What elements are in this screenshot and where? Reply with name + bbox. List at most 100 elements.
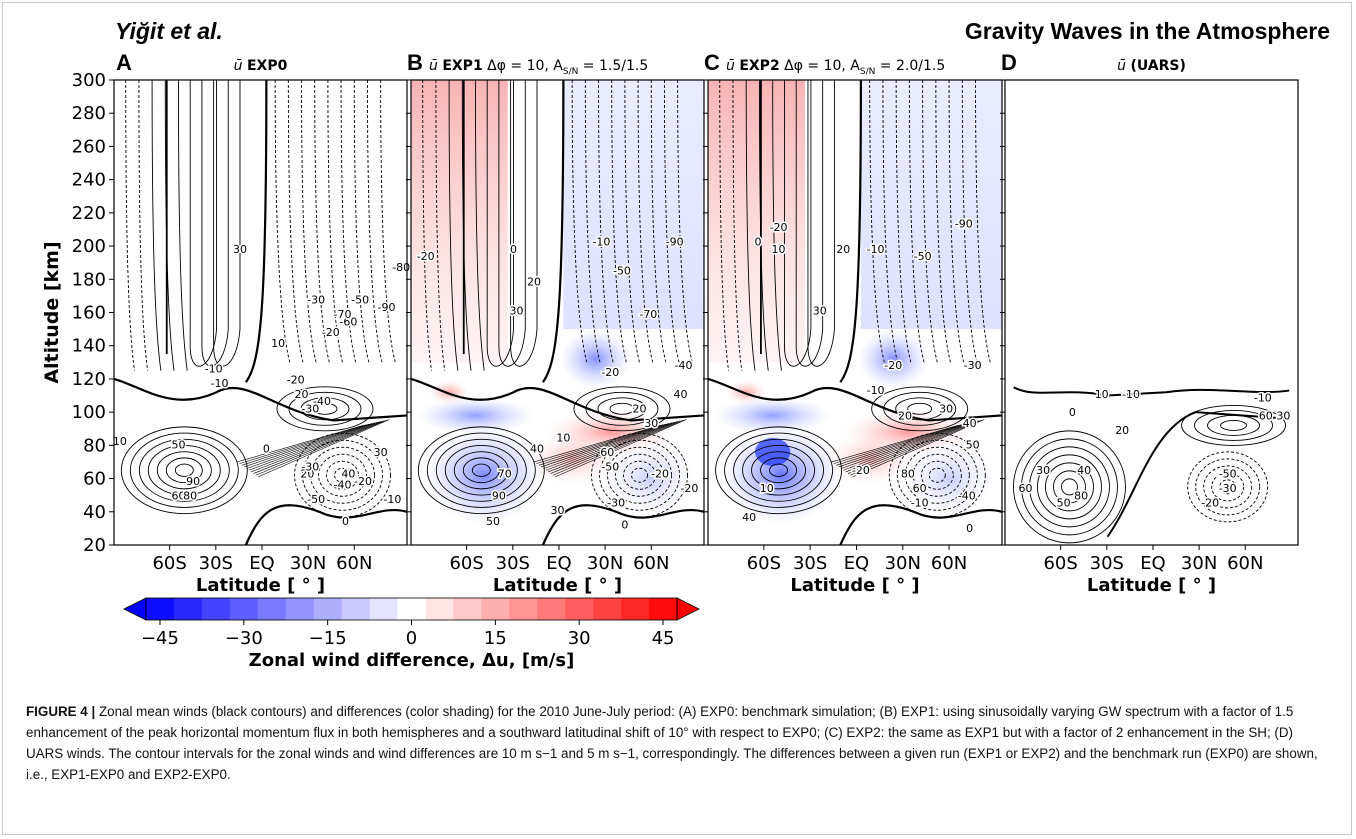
- contour-line: [274, 79, 291, 363]
- contour-line: [1194, 409, 1273, 441]
- contour-line: [961, 79, 978, 363]
- y-tick-label: 240: [72, 170, 106, 191]
- contour-line: [833, 424, 961, 464]
- negative-shading: [722, 427, 841, 524]
- positive-shading: [725, 380, 767, 405]
- contour-label: -70: [639, 308, 657, 321]
- contour-label: -10: [210, 377, 228, 390]
- contour-label: 10: [113, 435, 127, 448]
- contour-line: [251, 421, 381, 473]
- contour-line: [836, 423, 964, 466]
- contour-line: [147, 445, 221, 496]
- contour-label: -20: [852, 464, 870, 477]
- contour-line: [1219, 479, 1237, 495]
- contour-line: [444, 445, 518, 496]
- contour-line: [422, 79, 432, 371]
- x-axis-label: Latitude [ ° ]: [1087, 575, 1216, 596]
- contour-label: -10: [911, 497, 929, 510]
- colorbar-tick-label: −15: [309, 628, 347, 649]
- contour-line: [248, 421, 378, 471]
- contour-line: [366, 79, 383, 363]
- contour-label: 20: [527, 275, 541, 288]
- colorbar-segment: [369, 598, 399, 620]
- colorbar-tick-label: −30: [225, 628, 263, 649]
- contour-line: [353, 79, 370, 363]
- x-tick-label: EQ: [546, 553, 572, 574]
- colorbar-segment: [621, 598, 650, 620]
- colorbar-segment: [593, 598, 622, 620]
- contour-lines: [1013, 386, 1290, 544]
- contour-label: 20: [300, 468, 314, 481]
- contour-line: [326, 460, 359, 490]
- contour-line: [540, 423, 669, 468]
- contour-line: [253, 420, 384, 474]
- x-axis-label: Latitude [ ° ]: [493, 575, 622, 596]
- contour-label: 90: [186, 475, 200, 488]
- colorbar-tick-label: −45: [141, 628, 179, 649]
- contour-label: -30: [1219, 482, 1237, 495]
- contour-label: -30: [307, 294, 325, 307]
- contour-line: [510, 80, 538, 367]
- contour-line: [912, 453, 962, 497]
- contour-line: [536, 424, 664, 464]
- contour-line: [475, 79, 485, 371]
- contour-label: 50: [966, 439, 980, 452]
- colorbar-max-arrow: [676, 597, 700, 621]
- contour-label: 80: [183, 489, 197, 502]
- contour-line: [1211, 472, 1245, 502]
- contour-label: 30: [233, 243, 247, 256]
- contour-label: 10: [760, 482, 774, 495]
- contour-line: [935, 79, 951, 363]
- contour-label: -20: [601, 366, 619, 379]
- contour-line: [751, 451, 807, 490]
- contour-line: [1029, 446, 1110, 528]
- contour-label: -20: [680, 482, 698, 495]
- contour-label: 40: [530, 442, 544, 455]
- header-journal-title: Gravity Waves in the Atmosphere: [964, 18, 1330, 44]
- contour-line: [138, 79, 149, 371]
- contour-line: [584, 79, 601, 363]
- x-tick-label: 60S: [1043, 553, 1077, 574]
- contour-line: [637, 79, 654, 363]
- y-tick-label: 200: [72, 236, 106, 257]
- contour-label: -50: [351, 294, 369, 307]
- panel-title: ū EXP1 Δφ = 10, AS/N = 1.5/1.5: [429, 58, 648, 77]
- zero-contour: [113, 377, 408, 422]
- x-tick-label: 30S: [496, 553, 530, 574]
- contour-line: [314, 79, 330, 363]
- contour-line: [1045, 462, 1094, 512]
- contour-line: [178, 79, 188, 371]
- contour-label: -60: [339, 315, 357, 328]
- panel-title: ū EXP2 Δφ = 10, AS/N = 2.0/1.5: [726, 58, 945, 77]
- contour-line: [928, 467, 946, 483]
- contour-label: 40: [341, 468, 355, 481]
- caption-label: FIGURE 4 |: [26, 704, 96, 719]
- contour-label: 40: [1077, 464, 1091, 477]
- contour-label: 30: [1036, 464, 1050, 477]
- contour-line: [555, 419, 687, 478]
- contour-line: [327, 79, 343, 363]
- positive-shading: [428, 380, 470, 405]
- contour-line: [201, 80, 229, 367]
- panel-letter: A: [116, 50, 132, 75]
- colorbar: −45 −30 −15 0 15 30 45 Zonal wind difference, Δ…: [123, 597, 700, 671]
- contour-line: [246, 422, 375, 469]
- contour-label: -40: [675, 359, 693, 372]
- contour-line: [663, 79, 680, 363]
- x-axis-label: Latitude [ ° ]: [196, 575, 325, 596]
- panel-title: ū (UARS): [1117, 58, 1186, 74]
- zero-contour: [839, 504, 1003, 546]
- negative-shading: [860, 80, 1002, 330]
- contour-label: 0: [966, 522, 973, 535]
- contour-line: [498, 80, 526, 367]
- contour-line: [1207, 414, 1260, 436]
- colorbar-segment: [313, 598, 343, 620]
- contour-line: [845, 421, 976, 473]
- contour-line: [550, 420, 681, 474]
- contour-label: 20: [1115, 424, 1129, 437]
- contour-label: -50: [601, 460, 619, 473]
- contour-label: 60: [171, 489, 185, 502]
- contour-line: [165, 457, 203, 484]
- contour-label: 0: [342, 515, 349, 528]
- contour-label: 10: [556, 431, 570, 444]
